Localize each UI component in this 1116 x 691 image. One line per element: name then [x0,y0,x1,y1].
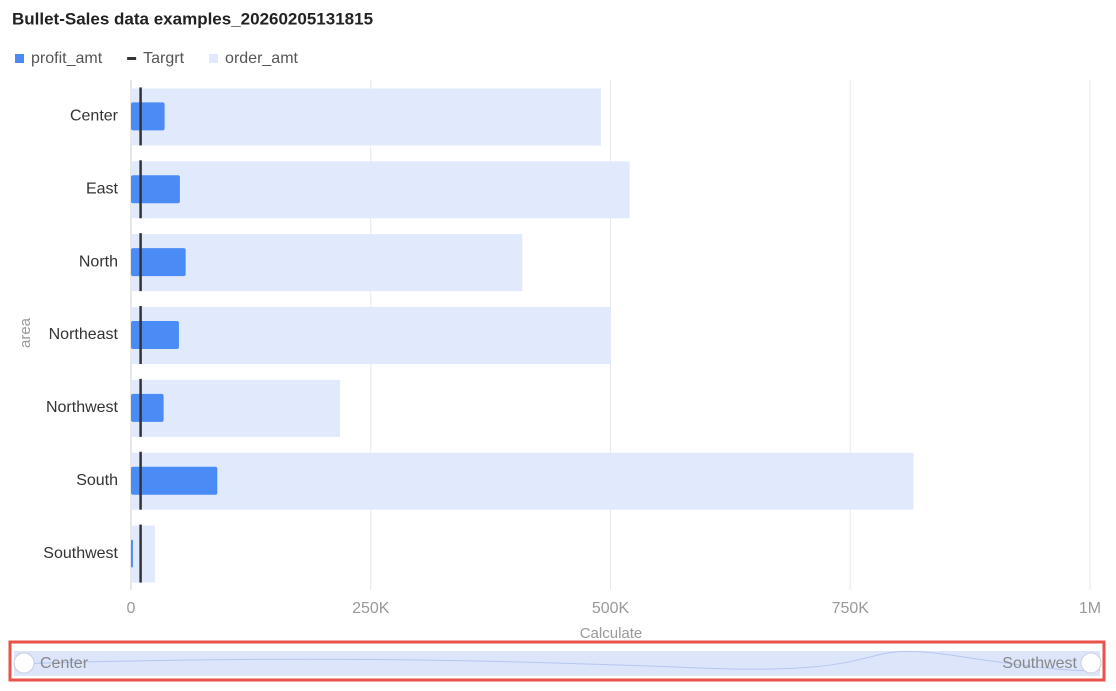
range-bar [131,161,630,219]
range-bar [131,88,601,146]
zoom-end-label: Southwest [1002,655,1077,672]
y-tick-label: Northwest [46,399,119,416]
range-bar [131,452,914,510]
value-bar [131,175,180,204]
x-axis-label: Calculate [580,625,643,642]
zoom-handle[interactable] [13,652,35,674]
x-tick-label: 0 [127,600,136,617]
legend-symbol [127,57,137,60]
value-bar [131,466,218,495]
zoom-start-label: Center [40,655,89,672]
range-bar [131,307,611,364]
y-tick-label: Southwest [43,545,118,562]
legend-label: Targrt [143,50,184,67]
value-bar [131,248,186,277]
value-bar [131,321,179,349]
highlight-box [8,640,1106,682]
y-axis-label: area [17,317,34,348]
legend-symbol [15,54,24,63]
range-bar [131,234,523,292]
x-tick-label: 250K [352,600,390,617]
y-tick-label: South [76,472,118,489]
zoom-preview [13,650,1101,672]
data-zoom[interactable]: Center Southwest [13,650,1102,676]
x-tick-label: 750K [832,600,870,617]
x-tick-label: 500K [592,600,630,617]
zoom-handle[interactable] [1080,652,1102,674]
legend-label: profit_amt [31,50,103,67]
range-bar [131,525,155,583]
value-bar [131,539,133,568]
chart-title: Bullet-Sales data examples_2026020513181… [12,9,373,28]
y-tick-label: Northeast [49,326,119,343]
legend-label: order_amt [225,50,298,67]
y-tick-label: Center [70,108,119,125]
x-tick-label: 1M [1079,600,1101,617]
legend-symbol [209,54,219,63]
range-bar [131,379,341,437]
y-tick-label: North [79,253,118,270]
y-tick-label: East [86,181,119,198]
value-bar [131,393,164,422]
value-bar [131,102,165,131]
